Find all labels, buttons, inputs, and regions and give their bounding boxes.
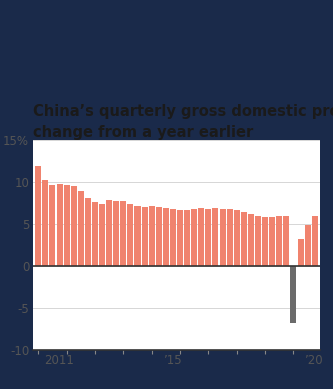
Bar bbox=[248, 214, 254, 266]
Bar bbox=[106, 200, 112, 266]
Bar bbox=[120, 202, 126, 266]
Bar bbox=[128, 204, 134, 266]
Bar bbox=[262, 217, 268, 266]
Bar bbox=[191, 209, 197, 266]
Bar bbox=[269, 217, 275, 266]
Bar bbox=[170, 209, 176, 266]
Bar bbox=[85, 198, 91, 266]
Bar bbox=[113, 202, 119, 266]
Text: China’s quarterly gross domestic product,: China’s quarterly gross domestic product… bbox=[33, 103, 333, 119]
Bar bbox=[305, 225, 311, 266]
Bar bbox=[283, 216, 289, 266]
Bar bbox=[64, 184, 70, 266]
Bar bbox=[234, 210, 240, 266]
Bar bbox=[149, 207, 155, 266]
Bar bbox=[78, 191, 84, 266]
Bar bbox=[92, 202, 98, 266]
Bar bbox=[297, 239, 304, 266]
Bar bbox=[156, 207, 162, 266]
Text: change from a year earlier: change from a year earlier bbox=[33, 125, 253, 140]
Bar bbox=[205, 209, 211, 266]
Bar bbox=[135, 205, 141, 266]
Bar bbox=[163, 208, 169, 266]
Bar bbox=[290, 266, 296, 323]
Bar bbox=[184, 210, 190, 266]
Bar bbox=[198, 208, 204, 266]
Bar bbox=[241, 212, 247, 266]
Bar bbox=[71, 186, 77, 266]
Bar bbox=[212, 208, 218, 266]
Bar bbox=[227, 209, 233, 266]
Bar bbox=[177, 210, 183, 266]
Bar bbox=[255, 216, 261, 266]
Bar bbox=[42, 180, 48, 266]
Bar bbox=[276, 216, 282, 266]
Bar bbox=[142, 207, 148, 266]
Bar bbox=[99, 204, 105, 266]
Bar bbox=[219, 209, 225, 266]
Bar bbox=[57, 184, 63, 266]
Bar bbox=[312, 216, 318, 266]
Bar bbox=[35, 166, 41, 266]
Bar bbox=[49, 186, 56, 266]
